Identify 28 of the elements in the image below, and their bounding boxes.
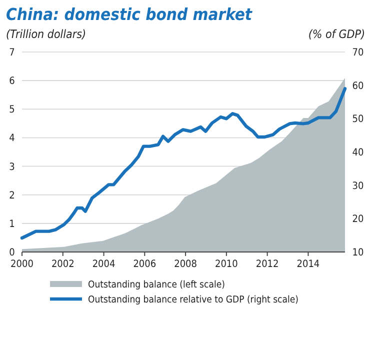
- y2-tick-label: 60: [352, 80, 364, 92]
- y-tick-label: 3: [9, 162, 15, 173]
- y2-tick-label: 70: [352, 48, 364, 58]
- x-tick-label: 2008: [174, 259, 198, 270]
- y-tick-label: 5: [9, 104, 15, 116]
- y2-axis-title: (% of GDP): [308, 27, 365, 41]
- y2-tick-label: 10: [352, 248, 364, 258]
- chart-title: China: domestic bond market: [6, 5, 253, 24]
- legend-label: Outstanding balance (left scale): [88, 280, 225, 290]
- legend-label: Outstanding balance relative to GDP (right scale): [88, 294, 298, 306]
- y2-tick-label: 40: [352, 148, 364, 158]
- y-axis-title: (Trillion dollars): [6, 27, 86, 41]
- y2-tick-label: 50: [352, 114, 364, 126]
- y-tick-label: 6: [9, 76, 16, 88]
- x-tick-label: 2002: [51, 259, 74, 270]
- y-tick-label: 2: [9, 190, 15, 202]
- x-tick-label: 2012: [256, 259, 279, 270]
- x-tick-label: 2006: [133, 259, 156, 270]
- y-tick-label: 7: [9, 48, 15, 58]
- y2-tick-label: 30: [352, 180, 364, 192]
- x-tick-label: 2014: [296, 259, 320, 270]
- y2-tick-label: 20: [352, 214, 364, 226]
- y-tick-label: 1: [9, 218, 15, 230]
- x-tick-label: 2004: [92, 259, 116, 270]
- y-tick-label: 4: [9, 133, 16, 144]
- x-tick-label: 2000: [10, 259, 34, 270]
- x-tick-label: 2010: [214, 259, 238, 270]
- y-tick-label: 0: [9, 248, 16, 258]
